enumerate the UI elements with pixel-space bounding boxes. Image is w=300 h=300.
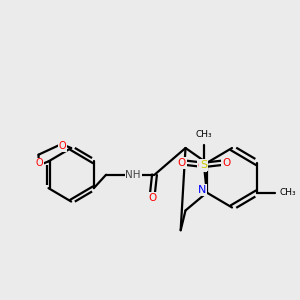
Text: O: O	[58, 141, 66, 151]
Text: N: N	[198, 184, 206, 195]
Text: CH₃: CH₃	[280, 188, 296, 197]
Text: CH₃: CH₃	[196, 130, 212, 139]
Text: O: O	[178, 158, 186, 168]
Text: O: O	[148, 193, 157, 202]
Text: O: O	[36, 158, 44, 168]
Text: S: S	[200, 160, 208, 170]
Text: O: O	[198, 161, 206, 171]
Text: NH: NH	[125, 170, 141, 180]
Text: O: O	[222, 158, 230, 168]
